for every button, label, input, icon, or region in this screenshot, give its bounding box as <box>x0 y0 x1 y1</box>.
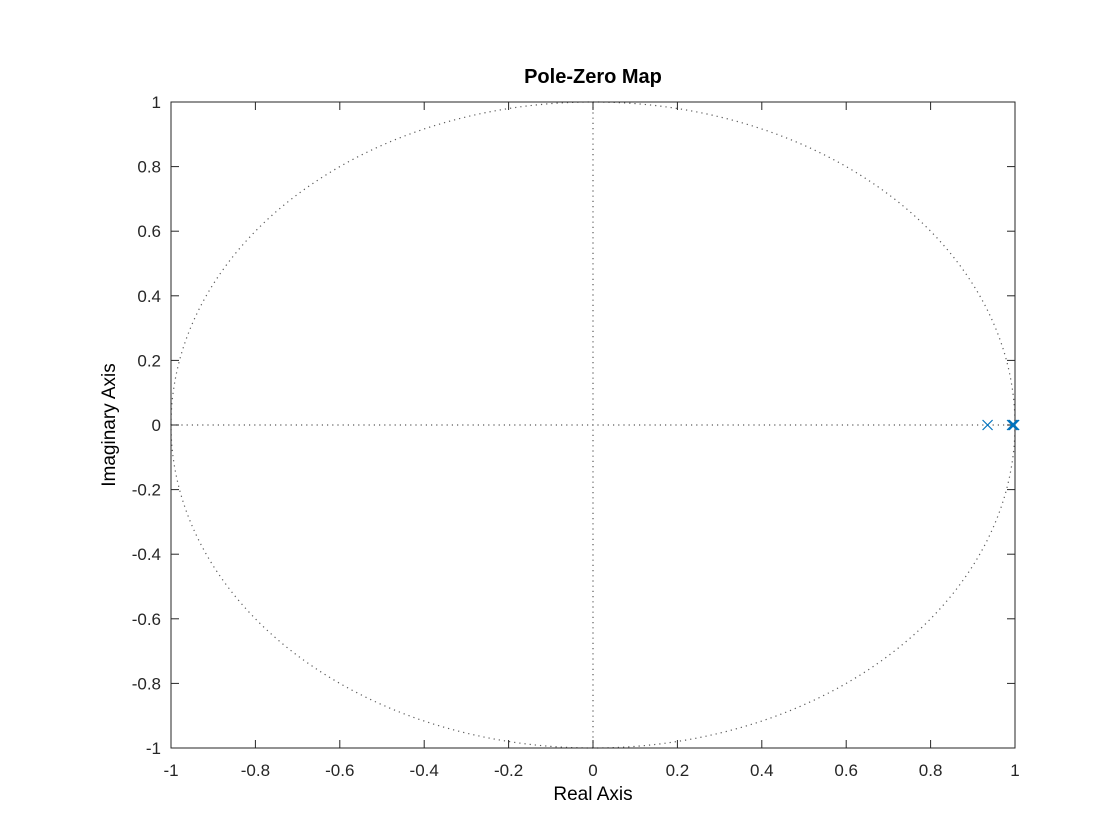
y-tick-label: 0 <box>152 416 161 435</box>
pole-marker-stroke-b <box>1008 419 1020 431</box>
y-tick-label: -1 <box>146 739 161 758</box>
x-tick-label: 1 <box>1010 761 1019 780</box>
pole-marker <box>1008 419 1020 431</box>
x-tick-label: 0.8 <box>919 761 943 780</box>
y-tick-label: 1 <box>152 93 161 112</box>
pole-marker <box>982 419 993 431</box>
x-tick-label: -0.6 <box>325 761 354 780</box>
x-axis-ticks: -1 -0.8 -0.6 -0.4 -0.2 0 0.2 0.4 0.6 0.8 1 <box>163 102 1020 780</box>
x-axis-label: Real Axis <box>553 784 632 805</box>
x-tick-label: -0.4 <box>410 761 439 780</box>
x-tick-label: -1 <box>163 761 178 780</box>
pole-markers <box>982 419 1020 431</box>
y-axis-label: Imaginary Axis <box>99 363 120 487</box>
x-tick-label: 0.6 <box>834 761 858 780</box>
y-axis-ticks: 1 0.8 0.6 0.4 0.2 0 -0.2 -0.4 -0.6 -0.8 -1 <box>132 93 1015 758</box>
x-tick-label: -0.8 <box>241 761 270 780</box>
y-tick-label: -0.4 <box>132 545 161 564</box>
y-tick-label: -0.2 <box>132 481 161 500</box>
y-tick-label: 0.8 <box>137 158 161 177</box>
x-tick-label: 0.2 <box>666 761 690 780</box>
pole-marker <box>1006 419 1018 431</box>
pole-marker-stroke-b <box>1006 419 1018 431</box>
x-tick-label: -0.2 <box>494 761 523 780</box>
y-tick-label: -0.8 <box>132 674 161 693</box>
y-tick-label: -0.6 <box>132 610 161 629</box>
y-tick-label: 0.2 <box>137 351 161 370</box>
y-tick-label: 0.6 <box>137 222 161 241</box>
x-tick-label: 0.4 <box>750 761 774 780</box>
chart-title: Pole-Zero Map <box>524 66 662 88</box>
x-tick-label: 0 <box>588 761 597 780</box>
pole-marker-stroke-b <box>982 419 993 431</box>
y-tick-label: 0.4 <box>137 287 161 306</box>
